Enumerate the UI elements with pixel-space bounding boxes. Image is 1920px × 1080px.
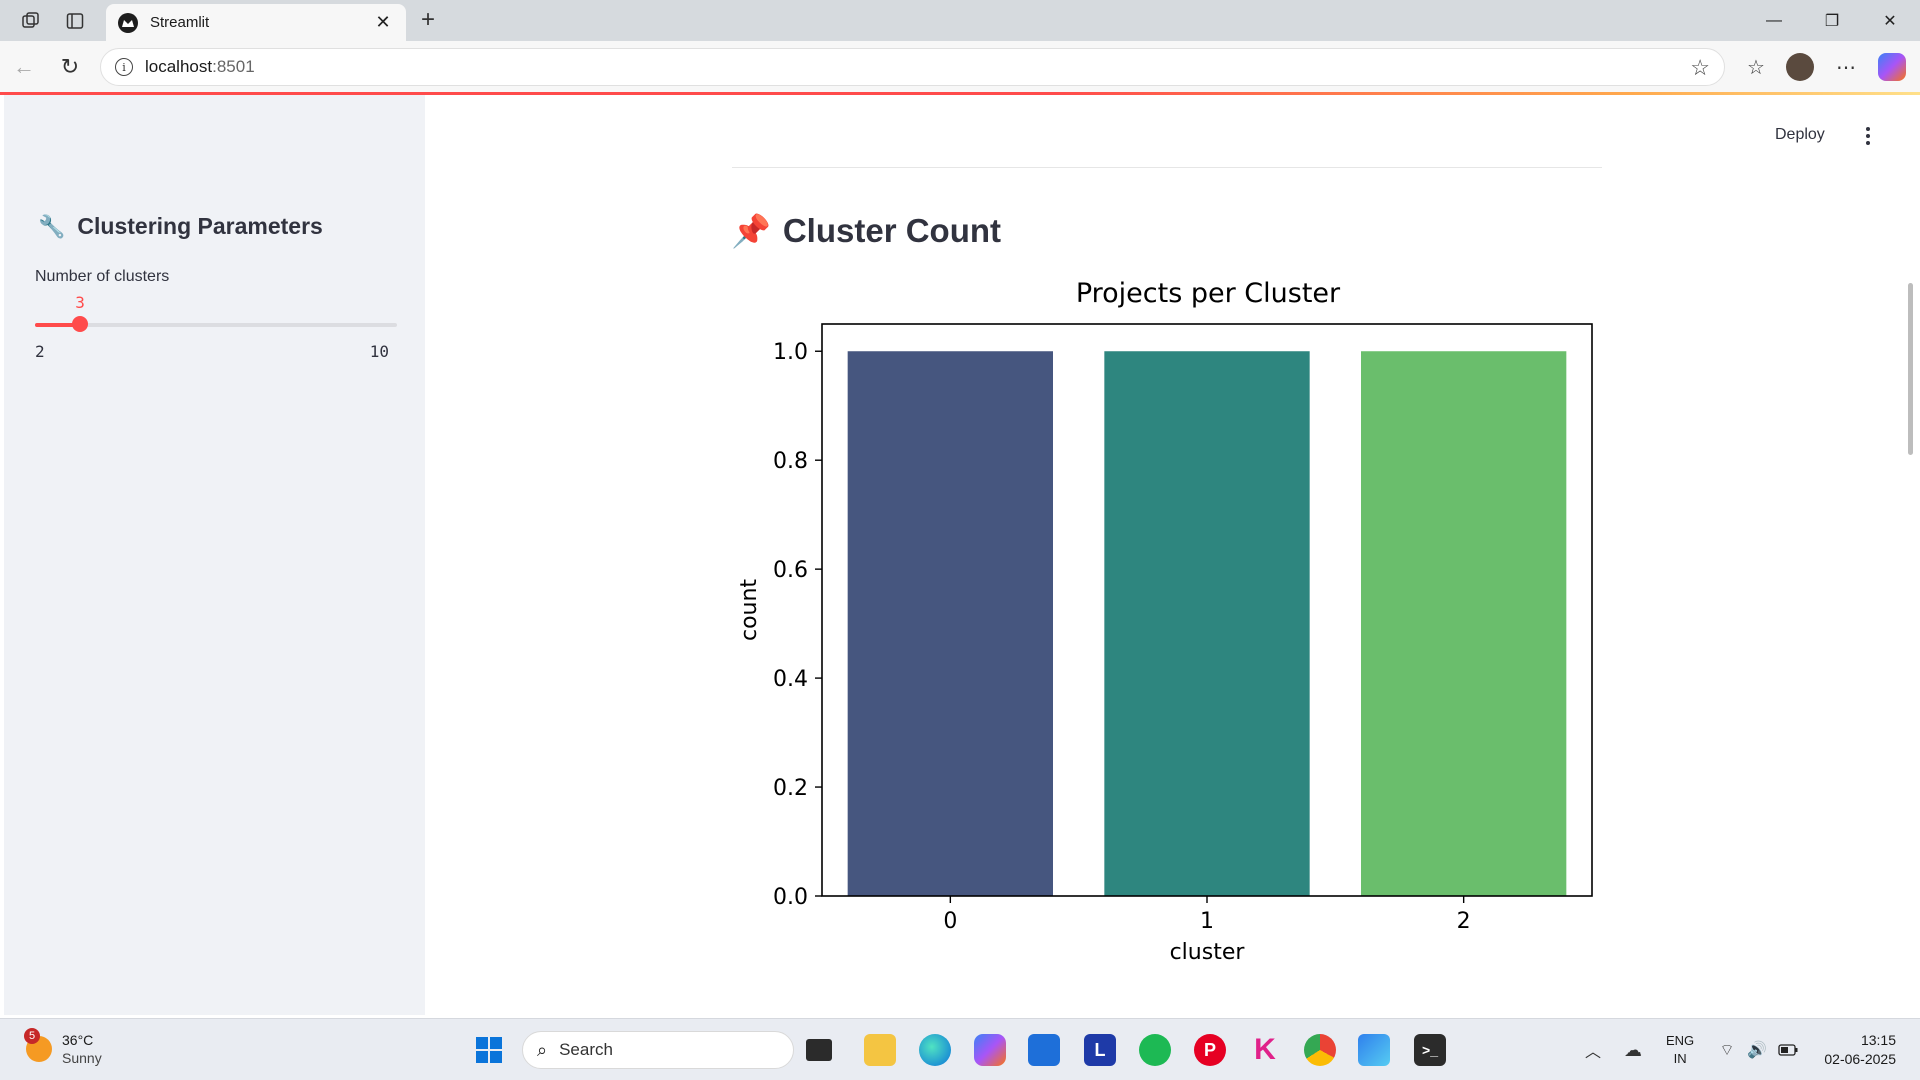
y-axis-label: count — [737, 579, 762, 641]
y-tick-label: 0.0 — [773, 885, 808, 910]
copilot-app-icon[interactable] — [974, 1034, 1006, 1066]
url-host: localhost — [145, 57, 213, 76]
workspaces-icon[interactable] — [18, 8, 44, 34]
bar-cluster-2 — [1361, 351, 1567, 896]
sidebar-title: 🔧 Clustering Parameters — [38, 213, 323, 240]
weather-widget[interactable]: 5 36°C Sunny — [24, 1028, 102, 1067]
clock-time: 13:15 — [1860, 1032, 1896, 1048]
weather-condition: Sunny — [62, 1050, 102, 1066]
x-tick-label: 1 — [1200, 909, 1214, 934]
y-tick-label: 1.0 — [773, 340, 808, 365]
search-icon: ⌕ — [537, 1039, 548, 1060]
y-tick-label: 0.8 — [773, 449, 808, 474]
app-l-icon[interactable]: L — [1084, 1034, 1116, 1066]
x-axis: 0 1 2 — [943, 896, 1471, 934]
plot-frame — [821, 323, 1593, 897]
spotify-icon[interactable] — [1139, 1034, 1171, 1066]
y-tick-label: 0.2 — [773, 776, 808, 801]
chrome-icon[interactable] — [1304, 1034, 1336, 1066]
chart-title: Projects per Cluster — [1076, 280, 1341, 309]
slider-fill — [35, 323, 81, 327]
volume-icon[interactable]: 🔊 — [1747, 1042, 1767, 1059]
slider-min-label: 2 — [35, 342, 45, 361]
streamlit-favicon-icon — [118, 12, 138, 33]
section-title: Cluster Count — [782, 212, 1002, 249]
url-port: :8501 — [212, 57, 255, 76]
tab-title: Streamlit — [150, 14, 210, 31]
microsoft-store-icon[interactable] — [1028, 1034, 1060, 1066]
pushpin-icon: 📌 — [731, 213, 771, 249]
main-menu-icon[interactable] — [1858, 124, 1878, 148]
cluster-bar-chart: Projects per Cluster 0.00.20.40.60.81.0 … — [737, 280, 1593, 965]
x-axis-label: cluster — [1170, 940, 1246, 965]
clock-date: 02-06-2025 — [1824, 1051, 1896, 1067]
app-k-icon[interactable]: K — [1254, 1033, 1276, 1066]
terminal-icon[interactable]: >_ — [1414, 1034, 1446, 1066]
vertical-tabs-icon[interactable] — [62, 8, 88, 34]
sun-icon: 5 — [24, 1028, 52, 1062]
page-scrollbar[interactable] — [1908, 283, 1913, 455]
taskbar-search-box[interactable]: ⌕ Search — [522, 1031, 794, 1069]
slider-thumb[interactable] — [72, 316, 89, 332]
lang-bottom: IN — [1673, 1051, 1687, 1066]
file-explorer-icon[interactable] — [864, 1034, 896, 1066]
url-input[interactable]: i localhost:8501 ☆ — [100, 48, 1725, 86]
new-tab-icon[interactable]: + — [420, 6, 435, 33]
x-tick-label: 2 — [1457, 909, 1471, 934]
copilot-icon[interactable] — [1878, 53, 1906, 81]
page-load-progress — [0, 92, 1920, 95]
battery-icon[interactable] — [1776, 1039, 1800, 1061]
photos-app-icon[interactable] — [1358, 1034, 1390, 1066]
slider-label: Number of clusters — [35, 268, 170, 285]
favorite-star-icon[interactable]: ☆ — [1690, 55, 1710, 80]
weather-badge: 5 — [24, 1028, 40, 1044]
weather-temperature: 36°C — [62, 1032, 94, 1048]
clusters-slider[interactable] — [35, 316, 397, 332]
deploy-button[interactable]: Deploy — [1775, 126, 1825, 143]
site-info-icon[interactable]: i — [115, 58, 133, 76]
reload-icon[interactable]: ↻ — [60, 54, 80, 79]
bar-cluster-1 — [1104, 351, 1310, 896]
pinterest-icon[interactable]: P — [1194, 1034, 1226, 1066]
more-options-icon[interactable]: ⋯ — [1836, 56, 1856, 79]
section-header: 📌 Cluster Count — [731, 212, 1001, 250]
address-bar-row: ← ↻ i localhost:8501 ☆ ☆ ⋯ — [0, 41, 1920, 93]
onedrive-icon[interactable]: ☁ — [1624, 1039, 1642, 1060]
sidebar-title-text: Clustering Parameters — [77, 213, 323, 239]
section-divider — [732, 167, 1602, 168]
minimize-icon[interactable]: — — [1766, 12, 1782, 29]
profile-avatar[interactable] — [1786, 53, 1814, 81]
sidebar: 🔧 Clustering Parameters Number of cluste… — [4, 95, 425, 1015]
y-tick-label: 0.6 — [773, 558, 808, 583]
bars-group — [847, 351, 1567, 896]
task-view-icon[interactable] — [806, 1039, 832, 1061]
slider-max-label: 10 — [369, 342, 389, 361]
x-tick-label: 0 — [943, 909, 957, 934]
y-axis: 0.0 0.2 0.4 0.6 0.8 1.0 — [773, 340, 822, 910]
bar-cluster-0 — [847, 351, 1053, 896]
close-window-icon[interactable]: ✕ — [1883, 13, 1897, 30]
show-hidden-icons-icon[interactable]: ︿ — [1584, 1044, 1601, 1061]
back-icon[interactable]: ← — [13, 54, 35, 79]
lang-top: ENG — [1666, 1033, 1695, 1048]
favorites-icon[interactable]: ☆ — [1747, 56, 1765, 79]
edge-browser-icon[interactable] — [919, 1034, 951, 1066]
restore-icon[interactable]: ❐ — [1824, 13, 1840, 30]
browser-tab-streamlit[interactable]: Streamlit ✕ — [106, 4, 406, 41]
windows-start-icon[interactable] — [473, 1034, 505, 1066]
input-language[interactable]: ENG IN — [1666, 1032, 1694, 1068]
taskbar-clock[interactable]: 13:15 02-06-2025 — [1824, 1031, 1896, 1069]
wrench-icon: 🔧 — [38, 213, 66, 239]
slider-value: 3 — [75, 293, 85, 312]
wifi-icon[interactable]: ⌔ — [1719, 1042, 1735, 1059]
browser-tab-bar: Streamlit ✕ + — ❐ ✕ — [0, 0, 1920, 41]
close-tab-icon[interactable]: ✕ — [375, 12, 391, 32]
taskbar-search-text: Search — [559, 1040, 613, 1059]
windows-taskbar: 5 36°C Sunny ⌕ Search L P K >_ ︿ ☁ ENG I… — [0, 1018, 1920, 1080]
y-tick-label: 0.4 — [773, 667, 808, 692]
